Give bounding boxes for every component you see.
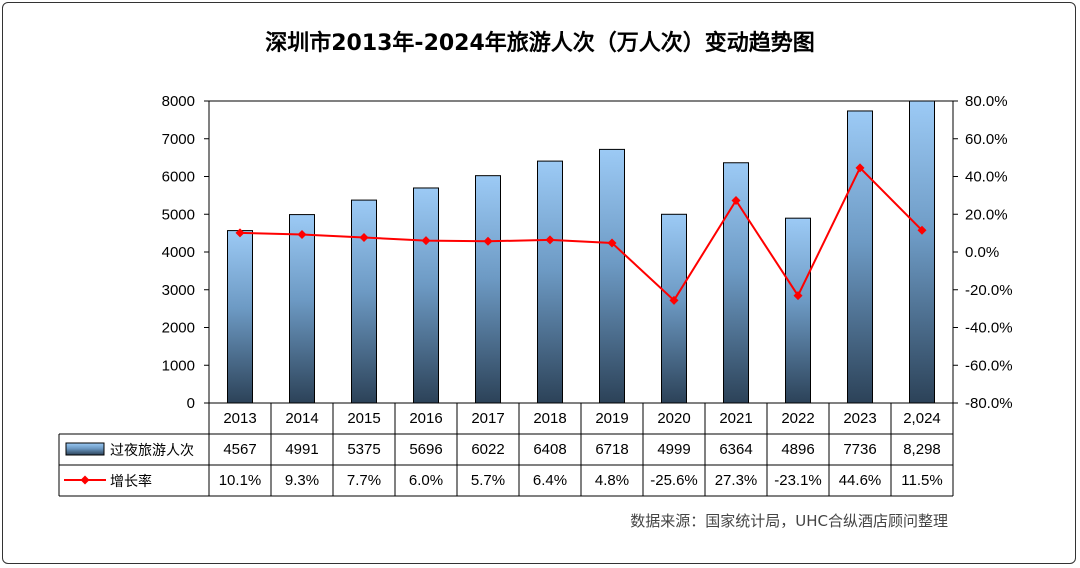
y-tick-label: 8000	[162, 93, 195, 110]
chart-title: 深圳市2013年-2024年旅游人次（万人次）变动趋势图	[265, 30, 815, 56]
growth-point-2023	[855, 163, 865, 173]
source-note: 数据来源：国家统计局，UHC合纵酒店顾问整理	[630, 512, 948, 530]
bar-2018	[537, 160, 563, 404]
rate-value-label: 9.3%	[285, 472, 319, 489]
x-tick-label: 2015	[347, 410, 380, 427]
y-tick-label: 7000	[162, 131, 195, 148]
growth-point-2022	[793, 291, 803, 301]
legend-label-rate: 增长率	[110, 473, 152, 490]
rate-value-label: 7.7%	[347, 472, 381, 489]
bar-value-label: 6718	[595, 441, 628, 458]
x-tick-label: 2021	[719, 410, 752, 427]
y-tick-label: 1000	[162, 357, 195, 374]
bar-2015	[351, 199, 377, 404]
bar-2,024	[909, 100, 935, 404]
growth-point-2017	[483, 236, 493, 246]
rate-value-label: 10.1%	[219, 472, 262, 489]
growth-point-2013	[235, 228, 245, 238]
rate-value-label: 6.4%	[533, 472, 567, 489]
bar-value-label: 4567	[223, 441, 256, 458]
rate-value-label: 27.3%	[715, 472, 758, 489]
plot-area: 0 1000 2000 3000 4000 5000 6000 7000 8000 -80.0% -…	[162, 93, 1013, 412]
bar-2016	[413, 187, 439, 404]
y-tick-label: 4000	[162, 244, 195, 261]
growth-point-2014	[297, 229, 307, 239]
x-tick-label: 2017	[471, 410, 504, 427]
y2-tick-label: 40.0%	[965, 169, 1008, 186]
bar-value-label: 5696	[409, 441, 442, 458]
y2-tick-label: 20.0%	[965, 206, 1008, 223]
bar-value-label: 6022	[471, 441, 504, 458]
legend-key-marker	[80, 475, 90, 485]
bar-2022	[785, 217, 811, 404]
y-tick-label: 6000	[162, 169, 195, 186]
bar-value-label: 6364	[719, 441, 752, 458]
x-tick-label: 2019	[595, 410, 628, 427]
rate-value-label: 5.7%	[471, 472, 505, 489]
x-tick-label: 2018	[533, 410, 566, 427]
bar-2013	[227, 230, 253, 404]
x-tick-label: 2016	[409, 410, 442, 427]
growth-point-2021	[731, 195, 741, 205]
growth-rate-line	[239, 166, 923, 302]
rate-value-label: 4.8%	[595, 472, 629, 489]
y2-tick-label: -80.0%	[965, 395, 1013, 412]
bar-2017	[475, 175, 501, 404]
bar-value-label: 8,298	[903, 441, 941, 458]
rate-value-label: -23.1%	[774, 472, 822, 489]
x-tick-label: 2022	[781, 410, 814, 427]
legend-key-bars	[65, 442, 105, 456]
rate-value-label: 11.5%	[901, 472, 942, 489]
legend-label-bars: 过夜旅游人次	[110, 443, 194, 459]
x-tick-label: 2020	[657, 410, 690, 427]
x-tick-label: 2013	[223, 410, 256, 427]
growth-point-2019	[607, 238, 617, 248]
y2-tick-label: -40.0%	[965, 320, 1013, 337]
x-tick-label: 2014	[285, 410, 318, 427]
bar-value-label: 7736	[843, 441, 876, 458]
y2-tick-label: -60.0%	[965, 357, 1013, 374]
data-table: 2013 2014 2015 2016 2017 2018 2019 2020 2021 2022…	[58, 402, 954, 497]
x-tick-label: 2023	[843, 410, 876, 427]
bar-2020	[661, 213, 687, 404]
growth-point-2016	[421, 236, 431, 246]
growth-point-2,024	[917, 225, 927, 235]
y2-tick-label: 0.0%	[965, 244, 999, 261]
bar-value-label: 5375	[347, 441, 380, 458]
rate-value-label: 6.0%	[409, 472, 443, 489]
bar-value-label: 6408	[533, 441, 566, 458]
bar-value-label: 4896	[781, 441, 814, 458]
growth-point-2018	[545, 235, 555, 245]
bar-value-label: 4991	[285, 441, 318, 458]
x-tick-label: 2,024	[903, 410, 941, 427]
plot-border	[208, 100, 954, 404]
y-tick-label: 0	[187, 395, 195, 412]
bar-2023	[847, 110, 873, 404]
bar-2014	[289, 214, 315, 404]
growth-point-2020	[669, 295, 679, 305]
y-tick-label: 2000	[162, 320, 195, 337]
y-tick-label: 3000	[162, 282, 195, 299]
bar-value-label: 4999	[657, 441, 690, 458]
y2-tick-label: 60.0%	[965, 131, 1008, 148]
y2-tick-label: -20.0%	[965, 282, 1013, 299]
y-tick-label: 5000	[162, 206, 195, 223]
bar-2019	[599, 148, 625, 404]
rate-value-label: -25.6%	[650, 472, 698, 489]
rate-value-label: 44.6%	[839, 472, 882, 489]
y2-tick-label: 80.0%	[965, 93, 1008, 110]
growth-point-2015	[359, 232, 369, 242]
